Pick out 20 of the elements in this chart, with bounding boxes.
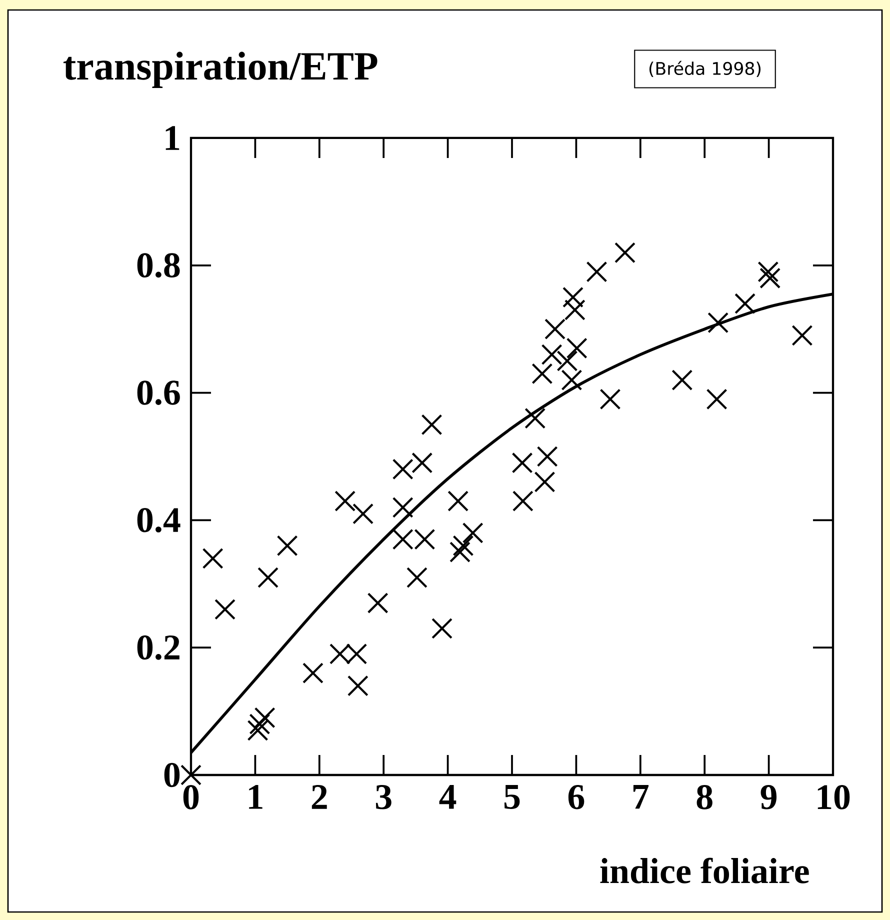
y-axis-title: transpiration/ETP <box>63 52 378 88</box>
x-tick-label: 9 <box>760 785 777 810</box>
y-tick-label: 1 <box>166 126 180 150</box>
y-tick-label: 0 <box>164 762 180 788</box>
x-tick-label: 5 <box>504 785 520 809</box>
x-tick-label: 6 <box>568 785 584 810</box>
text: (Bréda 1998) <box>649 60 761 78</box>
x-tick-label: 0 <box>183 785 199 810</box>
y-tick-label: 0.8 <box>137 253 180 278</box>
y-tick-label: 0.6 <box>137 380 180 406</box>
y-tick-label: 0.4 <box>137 508 180 532</box>
x-tick-label: 1 <box>249 785 262 809</box>
x-tick-label: 8 <box>696 785 712 810</box>
y-tick-label: 0.2 <box>137 635 180 660</box>
x-tick-label: 3 <box>376 785 392 810</box>
x-tick-label: 2 <box>312 785 327 809</box>
x-axis-title: indice foliaire <box>600 858 809 884</box>
x-tick-label: 10 <box>818 785 850 810</box>
x-tick-label: 4 <box>439 785 456 809</box>
x-tick-label: 7 <box>633 785 649 809</box>
